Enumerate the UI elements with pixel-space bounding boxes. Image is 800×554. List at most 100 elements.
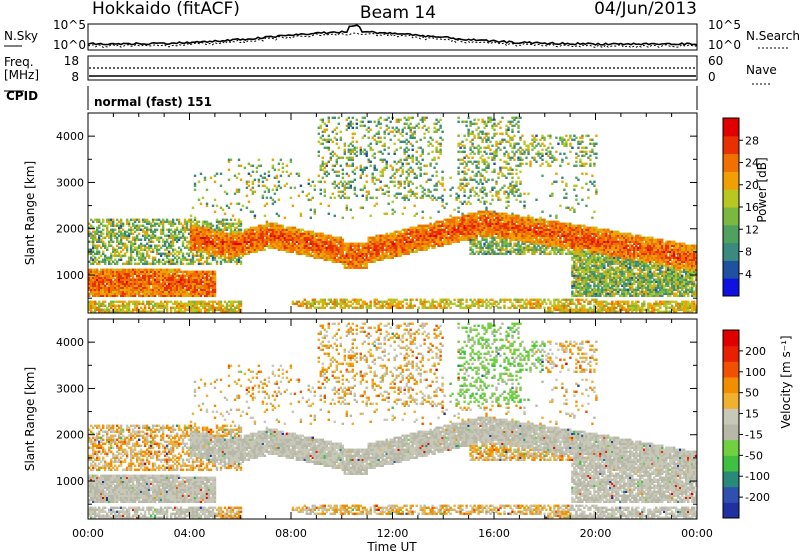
power-cell <box>427 226 430 229</box>
power-cell <box>137 258 141 261</box>
power-cell <box>221 250 225 253</box>
power-cell <box>112 254 115 257</box>
power-cell <box>239 260 243 263</box>
power-cell <box>125 302 129 305</box>
power-cell <box>399 236 402 239</box>
power-cell <box>321 162 324 165</box>
power-cell <box>199 288 203 291</box>
power-cell <box>125 282 129 285</box>
power-cell <box>181 282 185 285</box>
power-cell <box>195 306 199 309</box>
power-cell <box>205 308 209 311</box>
power-cell <box>255 232 259 235</box>
power-cell <box>119 236 123 239</box>
power-cell <box>193 216 197 219</box>
power-cell <box>157 270 161 273</box>
power-cell <box>257 180 261 183</box>
power-cell <box>161 304 165 307</box>
power-cell <box>337 252 340 255</box>
power-cell <box>133 230 137 233</box>
power-cell <box>349 142 352 145</box>
power-cell <box>345 118 348 121</box>
power-cell <box>363 302 366 305</box>
power-cell <box>283 240 287 243</box>
power-cell <box>305 302 308 305</box>
power-cell <box>447 238 450 241</box>
power-cell <box>173 268 177 271</box>
power-cell <box>135 224 139 227</box>
power-cell <box>173 290 177 293</box>
power-cell <box>439 232 442 235</box>
power-cell <box>285 234 289 237</box>
power-cell <box>98 256 101 259</box>
power-cell <box>327 246 330 249</box>
power-cell <box>231 242 235 245</box>
power-cell <box>207 248 211 251</box>
power-cell <box>375 302 378 305</box>
power-cell <box>123 254 127 257</box>
power-cell <box>143 278 147 281</box>
power-cell <box>415 246 418 249</box>
power-cell <box>411 244 414 247</box>
power-cell <box>353 246 356 249</box>
power-cell <box>167 300 171 303</box>
power-cell <box>159 252 163 255</box>
power-cell <box>351 136 354 139</box>
power-cell <box>329 250 332 253</box>
power-cell <box>165 228 169 231</box>
power-cell <box>209 176 213 179</box>
power-cell <box>361 266 364 269</box>
power-cell <box>437 232 440 235</box>
power-cell <box>257 236 261 239</box>
power-cell <box>207 308 211 311</box>
power-cell <box>433 166 436 169</box>
power-cell <box>377 238 380 241</box>
power-cell <box>98 244 101 247</box>
power-cell <box>277 184 281 187</box>
power-cell <box>245 180 249 183</box>
power-cell <box>193 280 197 283</box>
power-cell <box>215 172 219 175</box>
power-cell <box>307 230 310 233</box>
power-cell <box>457 210 460 213</box>
power-cell <box>405 306 408 309</box>
power-cell <box>221 208 225 211</box>
power-cell <box>183 282 187 285</box>
power-cell <box>183 238 187 241</box>
power-cell <box>337 182 340 185</box>
power-cell <box>147 288 151 291</box>
power-cell <box>425 224 428 227</box>
power-cell <box>231 256 235 259</box>
power-cell <box>171 260 175 263</box>
power-cell <box>383 236 386 239</box>
power-cell <box>213 240 217 243</box>
power-cell <box>119 226 123 229</box>
power-cell <box>237 248 241 251</box>
power-cell <box>98 262 101 265</box>
power-cell <box>199 294 203 297</box>
power-cell <box>389 242 392 245</box>
power-cell <box>311 232 314 235</box>
power-cell <box>385 128 388 131</box>
power-cell <box>355 254 358 257</box>
power-cell <box>139 284 143 287</box>
power-cell <box>100 294 103 297</box>
power-cell <box>118 224 121 227</box>
power-cell <box>419 248 422 251</box>
power-cell <box>325 254 328 257</box>
power-cell <box>427 238 430 241</box>
power-cell <box>293 236 297 239</box>
power-cell <box>399 118 402 121</box>
power-cell <box>253 190 257 193</box>
power-cell <box>347 244 350 247</box>
power-cell <box>465 124 468 127</box>
power-cell <box>163 274 167 277</box>
power-cell <box>329 254 332 257</box>
power-cell <box>249 164 253 167</box>
power-cell <box>98 290 101 293</box>
power-cell <box>90 256 93 259</box>
power-cell <box>123 252 127 255</box>
power-cell <box>199 276 203 279</box>
power-cell <box>347 256 350 259</box>
power-cell <box>265 178 269 181</box>
